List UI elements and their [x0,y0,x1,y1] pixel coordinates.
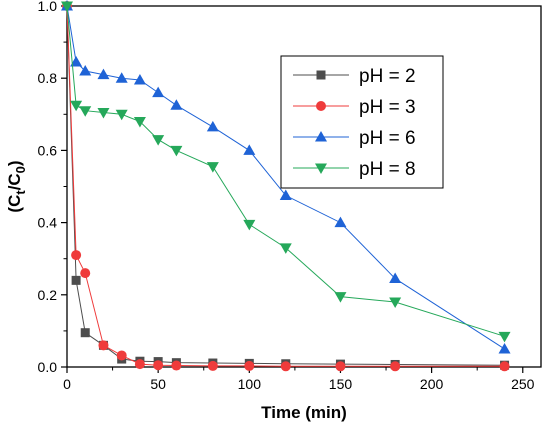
y-axis-title-sub-0: 0 [13,166,28,173]
legend-marker [316,101,326,111]
data-point [244,360,255,371]
data-point [206,120,219,132]
data-point [207,360,218,371]
y-axis-title-mid: /C [5,173,24,190]
y-axis-title-open: (C [5,195,24,213]
data-point [243,144,256,155]
data-point [170,145,183,157]
x-tick-label: 100 [238,376,262,392]
data-point [152,86,165,98]
y-tick-label: 1.0 [38,0,58,14]
data-point [70,100,83,112]
legend-label: pH = 8 [359,159,416,180]
data-point [133,74,146,85]
data-point [71,250,82,261]
data-point [115,109,128,121]
y-axis-title-sub-t: t [13,190,28,195]
legend-item: pH = 6 [293,128,416,149]
x-axis-ticks: 0 50 100 150 200 250 [63,367,535,392]
data-point [279,189,292,201]
data-point [80,268,91,279]
x-tick-label: 200 [420,376,444,392]
y-tick-label: 0.6 [38,142,58,158]
legend-box [280,55,444,189]
series-3 [61,1,511,343]
y-tick-label: 0.4 [38,215,58,231]
y-tick-label: 0.0 [38,359,58,375]
data-point [79,64,92,76]
x-tick-label: 150 [329,376,353,392]
series-layer [61,0,511,372]
y-tick-label: 0.2 [38,287,58,303]
data-point [498,342,511,354]
legend-item: pH = 2 [293,66,416,87]
data-point [71,275,81,285]
data-point [133,117,146,128]
data-point [280,361,291,372]
data-point [390,361,401,372]
data-point [389,272,402,284]
data-point [61,1,73,12]
x-tick-label: 250 [511,376,535,392]
series-line [66,5,505,367]
data-point [79,106,92,117]
data-point [499,361,510,372]
data-point [170,99,183,110]
data-point [116,350,127,361]
legend-marker [315,131,327,142]
data-point [97,68,110,80]
data-point [206,162,219,173]
data-point [389,297,402,309]
legend-label: pH = 6 [359,128,416,149]
data-point [334,292,347,303]
legend-marker [316,70,326,80]
y-tick-label: 0.8 [38,70,58,86]
data-point [334,216,347,228]
data-point [97,107,110,119]
data-point [70,55,83,67]
data-point [80,328,90,338]
y-axis-title: (Ct/C0) [5,160,28,212]
y-axis-ticks: 0.0 0.2 0.4 0.6 0.8 1.0 [38,0,67,375]
data-point [171,360,182,371]
data-point [498,331,511,343]
x-axis-title: Time (min) [261,403,347,422]
data-point [153,360,164,371]
x-tick-label: 50 [150,376,166,392]
legend-label: pH = 2 [359,66,416,87]
legend-item: pH = 8 [293,159,416,180]
legend: pH = 2 pH = 3 pH = 6 pH = 8 [280,55,444,189]
data-point [152,135,165,146]
legend-label: pH = 3 [359,97,416,118]
data-point [98,340,109,351]
data-point [134,359,145,370]
data-point [243,219,256,231]
series-2 [61,0,511,354]
data-point [115,72,128,83]
data-point [335,361,346,372]
legend-marker [315,163,327,174]
data-point [279,243,292,254]
x-tick-label: 0 [63,376,71,392]
y-axis-title-close: ) [5,160,24,166]
legend-item: pH = 3 [293,97,416,118]
